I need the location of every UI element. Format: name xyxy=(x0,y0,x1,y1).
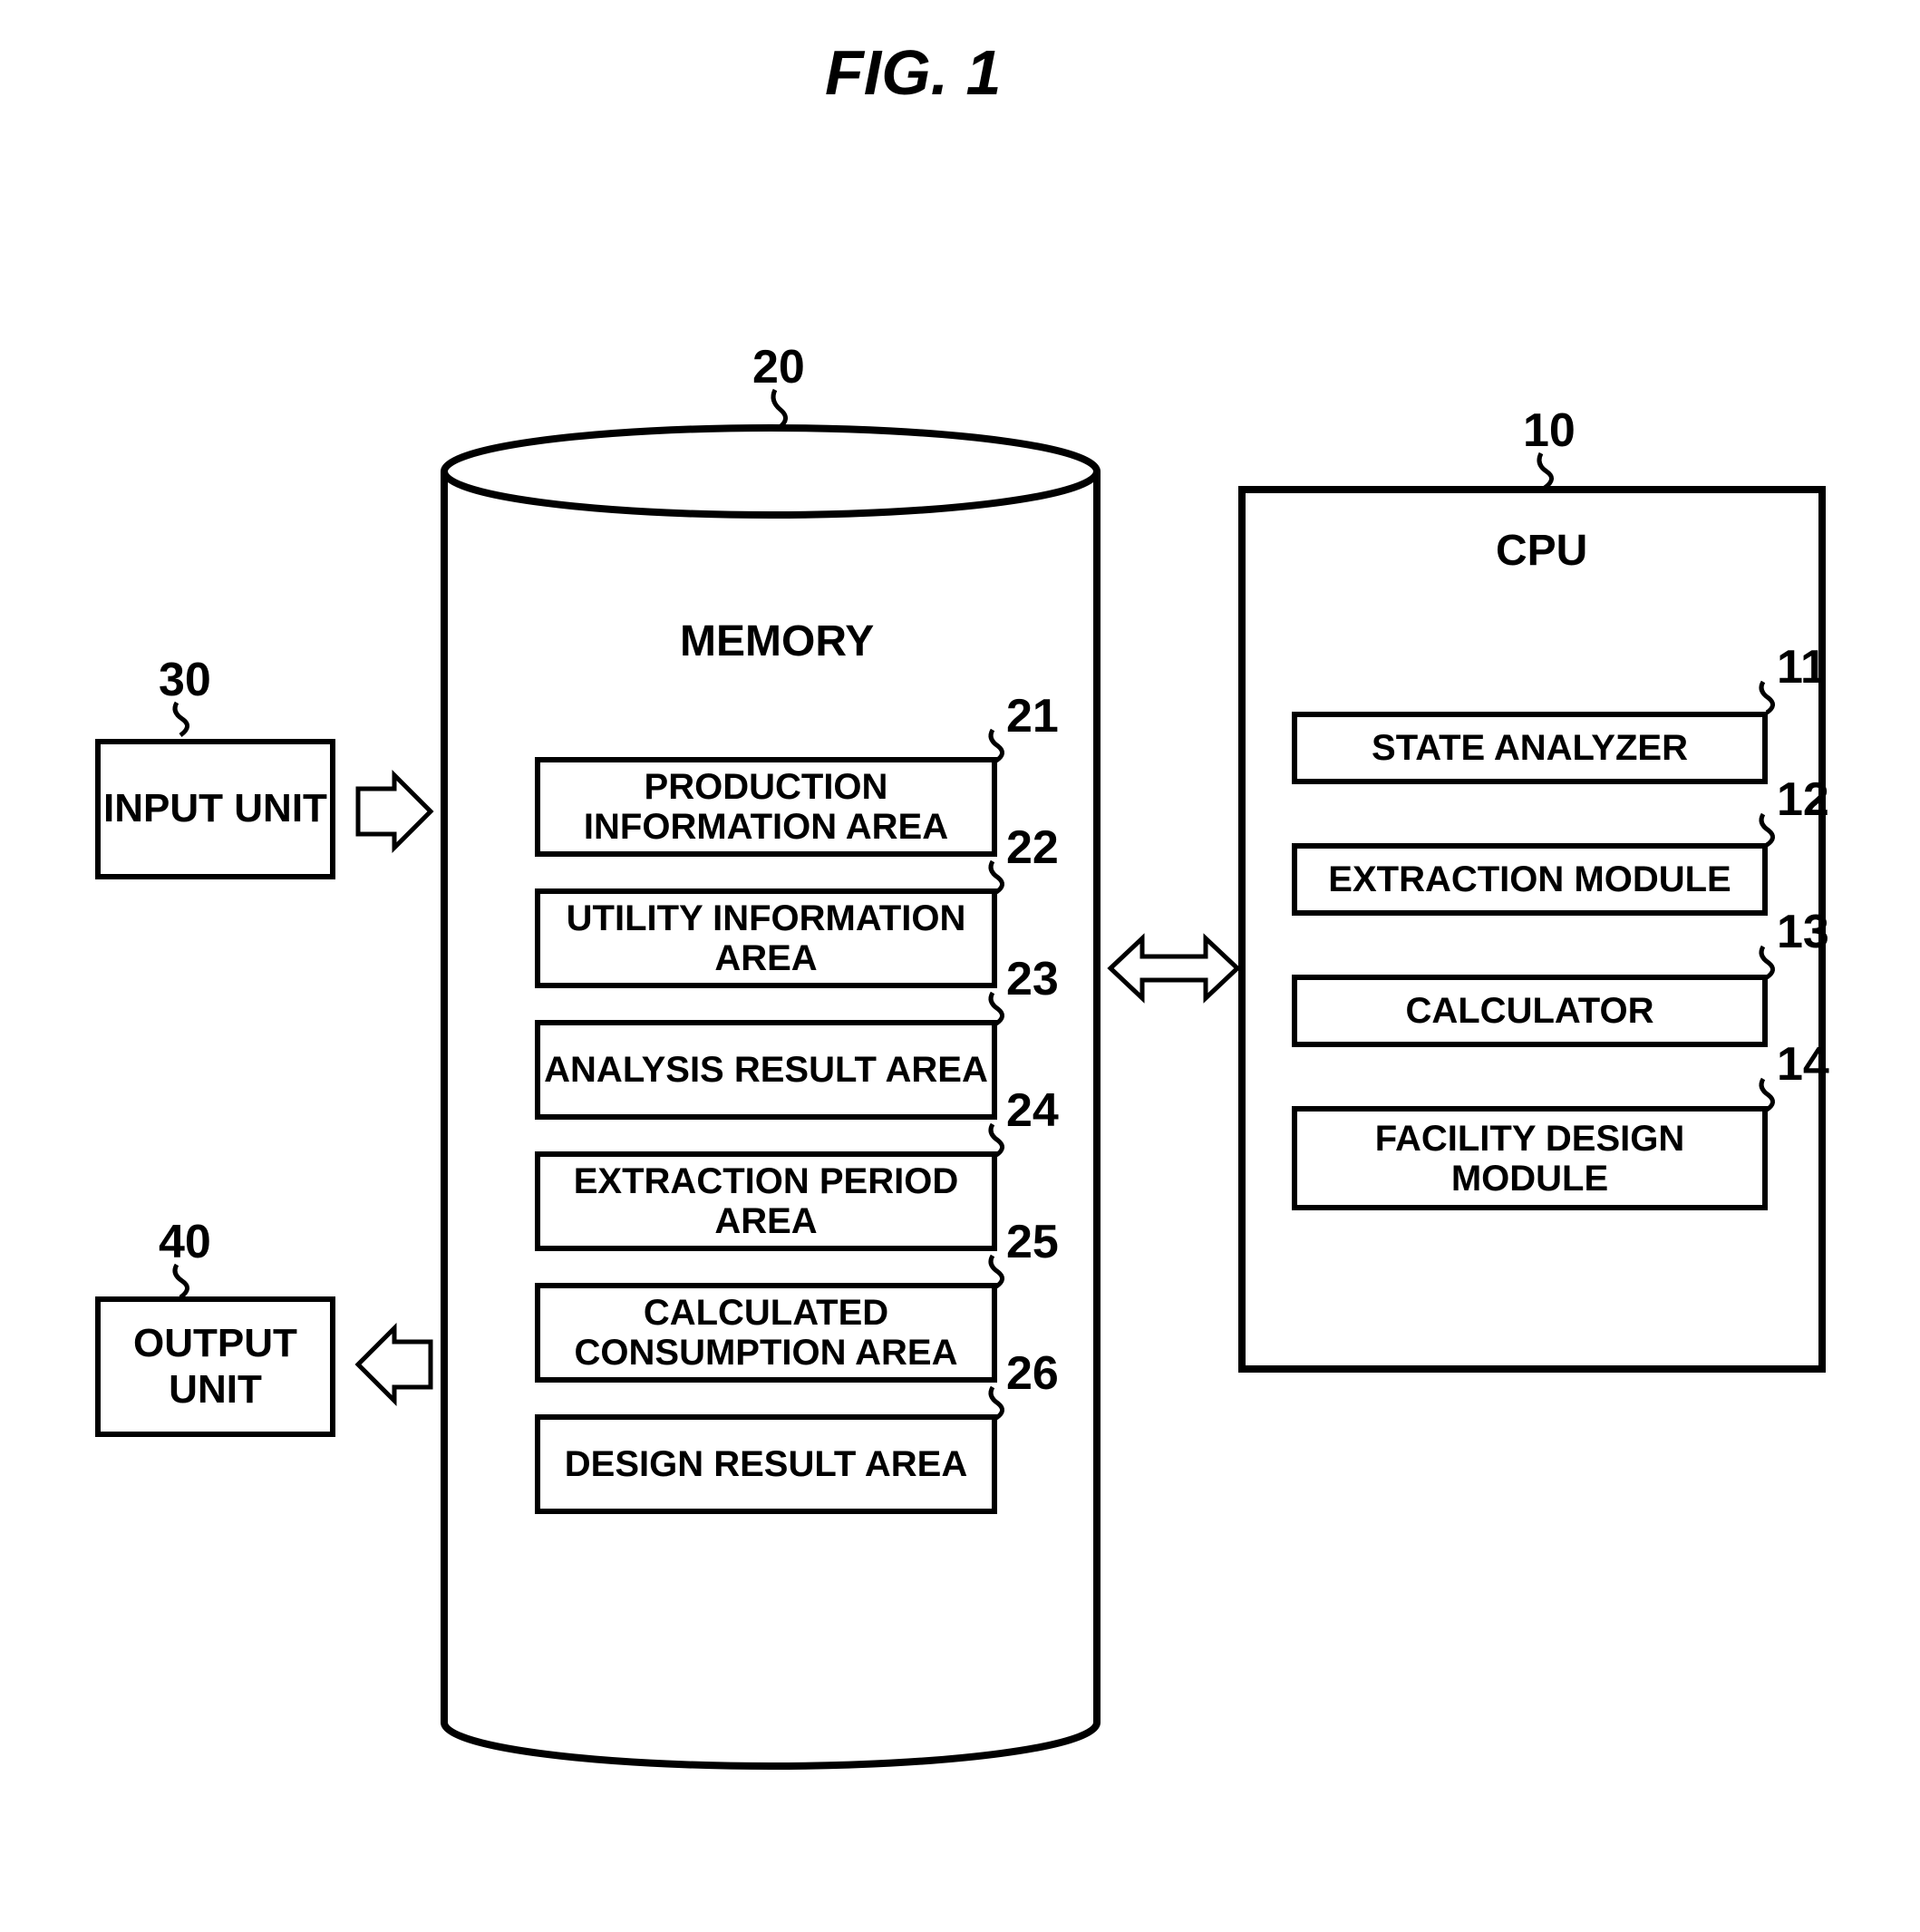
ref-memory: 20 xyxy=(752,340,805,394)
cpu-label: CPU xyxy=(1496,526,1587,576)
memory-area-production: PRODUCTION INFORMATION AREA xyxy=(535,757,997,857)
ref-11: 11 xyxy=(1777,640,1827,694)
memory-area-analysis: ANALYSIS RESULT AREA xyxy=(535,1020,997,1120)
ref-24: 24 xyxy=(1006,1083,1059,1138)
memory-label: MEMORY xyxy=(680,616,874,666)
ref-23: 23 xyxy=(1006,952,1059,1006)
ref-26: 26 xyxy=(1006,1346,1059,1401)
figure-title: FIG. 1 xyxy=(825,36,1001,109)
ref-input: 30 xyxy=(159,653,211,707)
cpu-module-calculator: CALCULATOR xyxy=(1292,975,1768,1047)
memory-area-extraction: EXTRACTION PERIOD AREA xyxy=(535,1151,997,1251)
cpu-module-facility-design: FACILITY DESIGN MODULE xyxy=(1292,1106,1768,1210)
ref-cpu: 10 xyxy=(1523,403,1576,458)
ref-22: 22 xyxy=(1006,820,1059,875)
cpu-module-state-analyzer: STATE ANALYZER xyxy=(1292,712,1768,784)
memory-area-design: DESIGN RESULT AREA xyxy=(535,1414,997,1514)
ref-14: 14 xyxy=(1777,1037,1829,1092)
ref-25: 25 xyxy=(1006,1215,1059,1269)
input-unit-box: INPUT UNIT xyxy=(95,739,335,879)
ref-output: 40 xyxy=(159,1215,211,1269)
memory-area-utility: UTILITY INFORMATION AREA xyxy=(535,888,997,988)
output-unit-box: OUTPUT UNIT xyxy=(95,1296,335,1437)
ref-21: 21 xyxy=(1006,689,1059,743)
memory-area-calculated: CALCULATED CONSUMPTION AREA xyxy=(535,1283,997,1383)
cpu-module-extraction: EXTRACTION MODULE xyxy=(1292,843,1768,916)
ref-12: 12 xyxy=(1777,772,1829,827)
ref-13: 13 xyxy=(1777,905,1829,959)
